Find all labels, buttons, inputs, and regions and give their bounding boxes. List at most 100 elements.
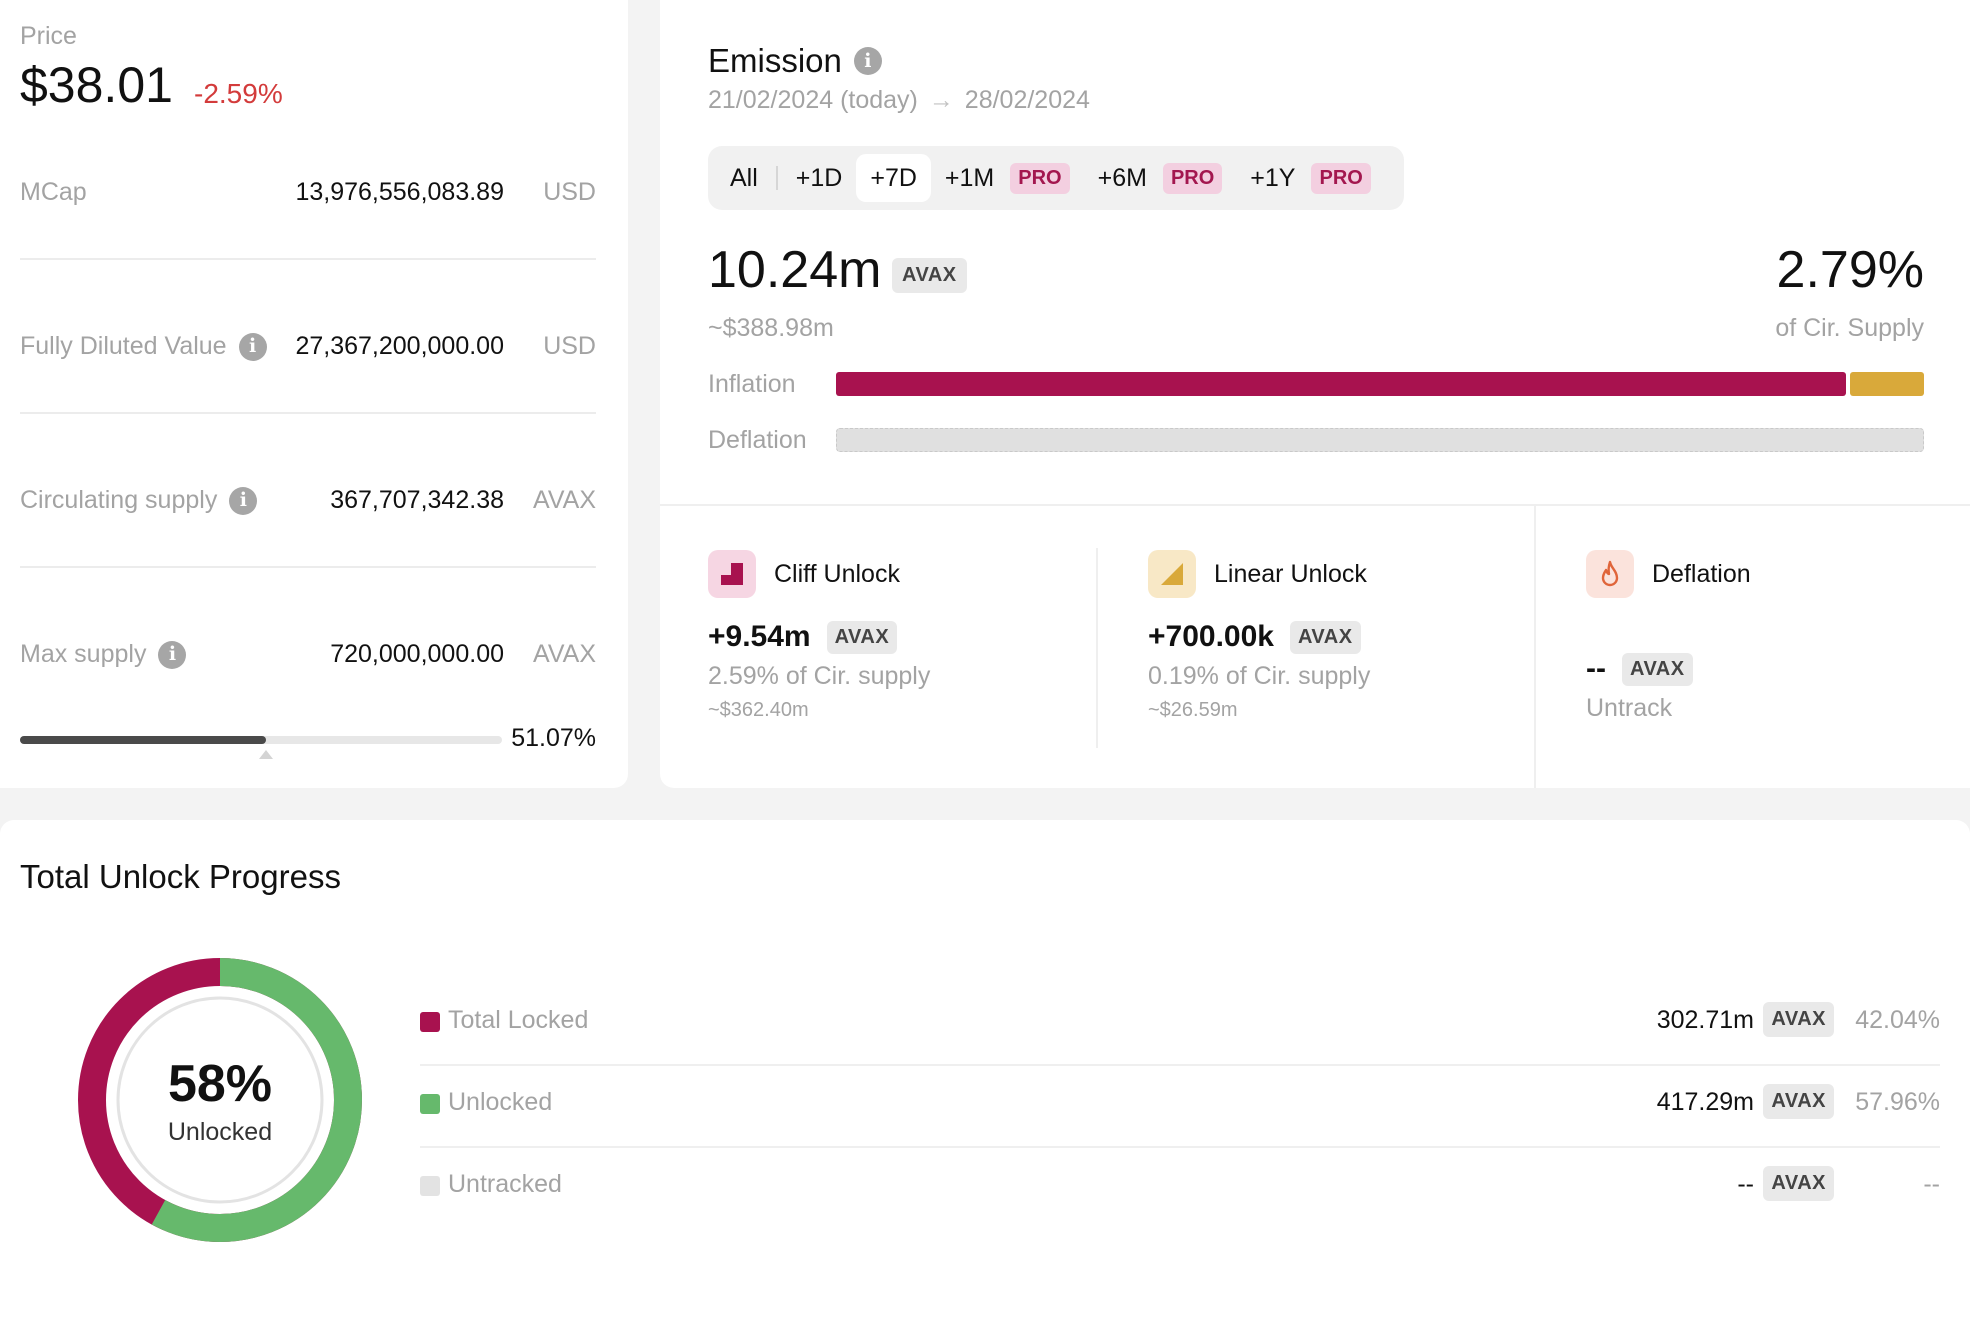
donut-inner-ring bbox=[116, 996, 324, 1204]
price-change: -2.59% bbox=[194, 78, 283, 109]
date-from: 21/02/2024 (today) bbox=[708, 86, 918, 114]
stat-value: 13,976,556,083.89 bbox=[295, 178, 504, 206]
pro-badge: PRO bbox=[1010, 162, 1070, 194]
info-icon[interactable]: i bbox=[238, 332, 267, 361]
supply-progress-marker bbox=[259, 750, 274, 759]
legend-percent: 57.96% bbox=[1855, 1088, 1940, 1116]
legend-row-untracked: Untracked -- AVAX -- bbox=[420, 1146, 1940, 1228]
divider bbox=[20, 566, 596, 568]
tab-1d[interactable]: +1D bbox=[795, 163, 843, 192]
divider bbox=[420, 1146, 1940, 1148]
legend-amount: 302.71m bbox=[1656, 1006, 1754, 1034]
legend-swatch bbox=[420, 1094, 440, 1114]
stat-unit: AVAX bbox=[533, 640, 596, 668]
divider bbox=[20, 412, 596, 414]
flame-icon bbox=[1586, 550, 1634, 598]
stat-value: 367,707,342.38 bbox=[330, 486, 504, 514]
donut-percent: 58% bbox=[167, 1054, 273, 1113]
unlock-title: Total Unlock Progress bbox=[20, 858, 341, 895]
emission-amount: 10.24m bbox=[708, 241, 882, 299]
inflation-bar bbox=[836, 372, 1924, 396]
tab-6m[interactable]: +6M PRO bbox=[1084, 154, 1237, 202]
legend-name: Unlocked bbox=[448, 1088, 553, 1116]
linear-unlock-usd: ~$26.59m bbox=[1148, 699, 1238, 721]
unlock-progress-card: Total Unlock Progress 58% Unlocked Total… bbox=[0, 820, 1970, 1328]
deflation-desc: Untrack bbox=[1586, 694, 1673, 722]
deflation-title: Deflation bbox=[1652, 559, 1751, 588]
unit-tag: AVAX bbox=[1621, 652, 1693, 686]
tab-7d[interactable]: +7D bbox=[856, 154, 931, 202]
unit-tag: AVAX bbox=[1763, 1166, 1834, 1201]
divider bbox=[1534, 504, 1536, 788]
donut-label: Unlocked bbox=[167, 1117, 273, 1146]
emission-usd: ~$388.98m bbox=[708, 314, 834, 342]
legend-percent: -- bbox=[1923, 1170, 1940, 1198]
emission-percent: 2.79% bbox=[1776, 241, 1924, 299]
linear-unlock-desc: 0.19% of Cir. supply bbox=[1148, 662, 1371, 690]
linear-unlock-icon bbox=[1148, 550, 1196, 598]
legend-swatch bbox=[420, 1176, 440, 1196]
unit-tag: AVAX bbox=[892, 258, 967, 293]
stat-label: Circulating supply bbox=[20, 486, 218, 514]
divider bbox=[20, 258, 596, 260]
legend-swatch bbox=[420, 1012, 440, 1032]
token-stats-card: Price $38.01 -2.59% MCap 13,976,556,083.… bbox=[0, 0, 628, 788]
emission-card: Emission i 21/02/2024 (today) → 28/02/20… bbox=[660, 0, 1970, 788]
stat-unit: USD bbox=[543, 332, 596, 360]
price-value: $38.01 bbox=[20, 57, 173, 113]
stat-row-fdv: Fully Diluted Value i 27,367,200,000.00 U… bbox=[20, 318, 596, 378]
legend-percent: 42.04% bbox=[1855, 1006, 1940, 1034]
cliff-unlock-title: Cliff Unlock bbox=[774, 559, 900, 588]
pro-badge: PRO bbox=[1162, 162, 1223, 194]
stat-row-mcap: MCap 13,976,556,083.89 USD bbox=[20, 164, 596, 224]
cliff-unlock-usd: ~$362.40m bbox=[708, 699, 809, 721]
tab-1y[interactable]: +1Y PRO bbox=[1236, 154, 1385, 202]
tab-all[interactable]: All bbox=[730, 163, 758, 192]
stat-row-circulating-supply: Circulating supply i 367,707,342.38 AVAX bbox=[20, 472, 596, 532]
info-icon[interactable]: i bbox=[853, 47, 882, 75]
inflation-label: Inflation bbox=[708, 370, 796, 398]
legend-amount: -- bbox=[1737, 1170, 1754, 1198]
deflation-value: -- bbox=[1586, 652, 1606, 685]
divider bbox=[660, 504, 1970, 506]
deflation-bar bbox=[836, 428, 1924, 452]
price-label: Price bbox=[20, 22, 77, 50]
emission-percent-label: of Cir. Supply bbox=[1775, 314, 1924, 342]
cliff-unlock-value: +9.54m bbox=[708, 620, 811, 653]
unit-tag: AVAX bbox=[1763, 1084, 1834, 1119]
stat-label: Fully Diluted Value bbox=[20, 332, 227, 360]
tab-separator bbox=[775, 166, 778, 190]
range-tabs: All +1D +7D +1M PRO +6M PRO +1Y PRO bbox=[708, 146, 1404, 210]
stat-unit: AVAX bbox=[533, 486, 596, 514]
cliff-unlock-icon bbox=[708, 550, 756, 598]
cliff-unlock-panel: Cliff Unlock +9.54m AVAX 2.59% of Cir. s… bbox=[708, 550, 930, 722]
emission-title: Emission bbox=[708, 42, 842, 79]
inflation-bar-linear bbox=[1849, 372, 1924, 396]
legend-name: Untracked bbox=[448, 1170, 562, 1198]
inflation-bar-cliff bbox=[836, 372, 1846, 396]
unit-tag: AVAX bbox=[1289, 620, 1361, 654]
legend-name: Total Locked bbox=[448, 1006, 589, 1034]
info-icon[interactable]: i bbox=[158, 640, 187, 669]
divider bbox=[1096, 548, 1098, 748]
linear-unlock-title: Linear Unlock bbox=[1214, 559, 1367, 588]
deflation-label: Deflation bbox=[708, 426, 807, 454]
cliff-unlock-desc: 2.59% of Cir. supply bbox=[708, 662, 931, 690]
legend-amount: 417.29m bbox=[1656, 1088, 1754, 1116]
supply-progress-percent: 51.07% bbox=[511, 724, 596, 752]
donut-unlocked-arc bbox=[78, 958, 362, 1242]
arrow-right-icon: → bbox=[928, 86, 954, 114]
linear-unlock-panel: Linear Unlock +700.00k AVAX 0.19% of Cir… bbox=[1148, 550, 1370, 722]
tab-1m[interactable]: +1M PRO bbox=[931, 154, 1084, 202]
info-icon[interactable]: i bbox=[229, 486, 258, 515]
stat-label: MCap bbox=[20, 178, 87, 206]
unit-tag: AVAX bbox=[826, 620, 898, 654]
unit-tag: AVAX bbox=[1763, 1002, 1834, 1037]
linear-unlock-value: +700.00k bbox=[1148, 620, 1274, 653]
stat-value: 720,000,000.00 bbox=[330, 640, 504, 668]
supply-progress-fill bbox=[20, 736, 267, 744]
date-to: 28/02/2024 bbox=[964, 86, 1090, 114]
divider bbox=[420, 1064, 1940, 1066]
deflation-panel: Deflation -- AVAX Untrack bbox=[1586, 550, 1751, 723]
unlock-donut-chart: 58% Unlocked bbox=[78, 958, 362, 1242]
